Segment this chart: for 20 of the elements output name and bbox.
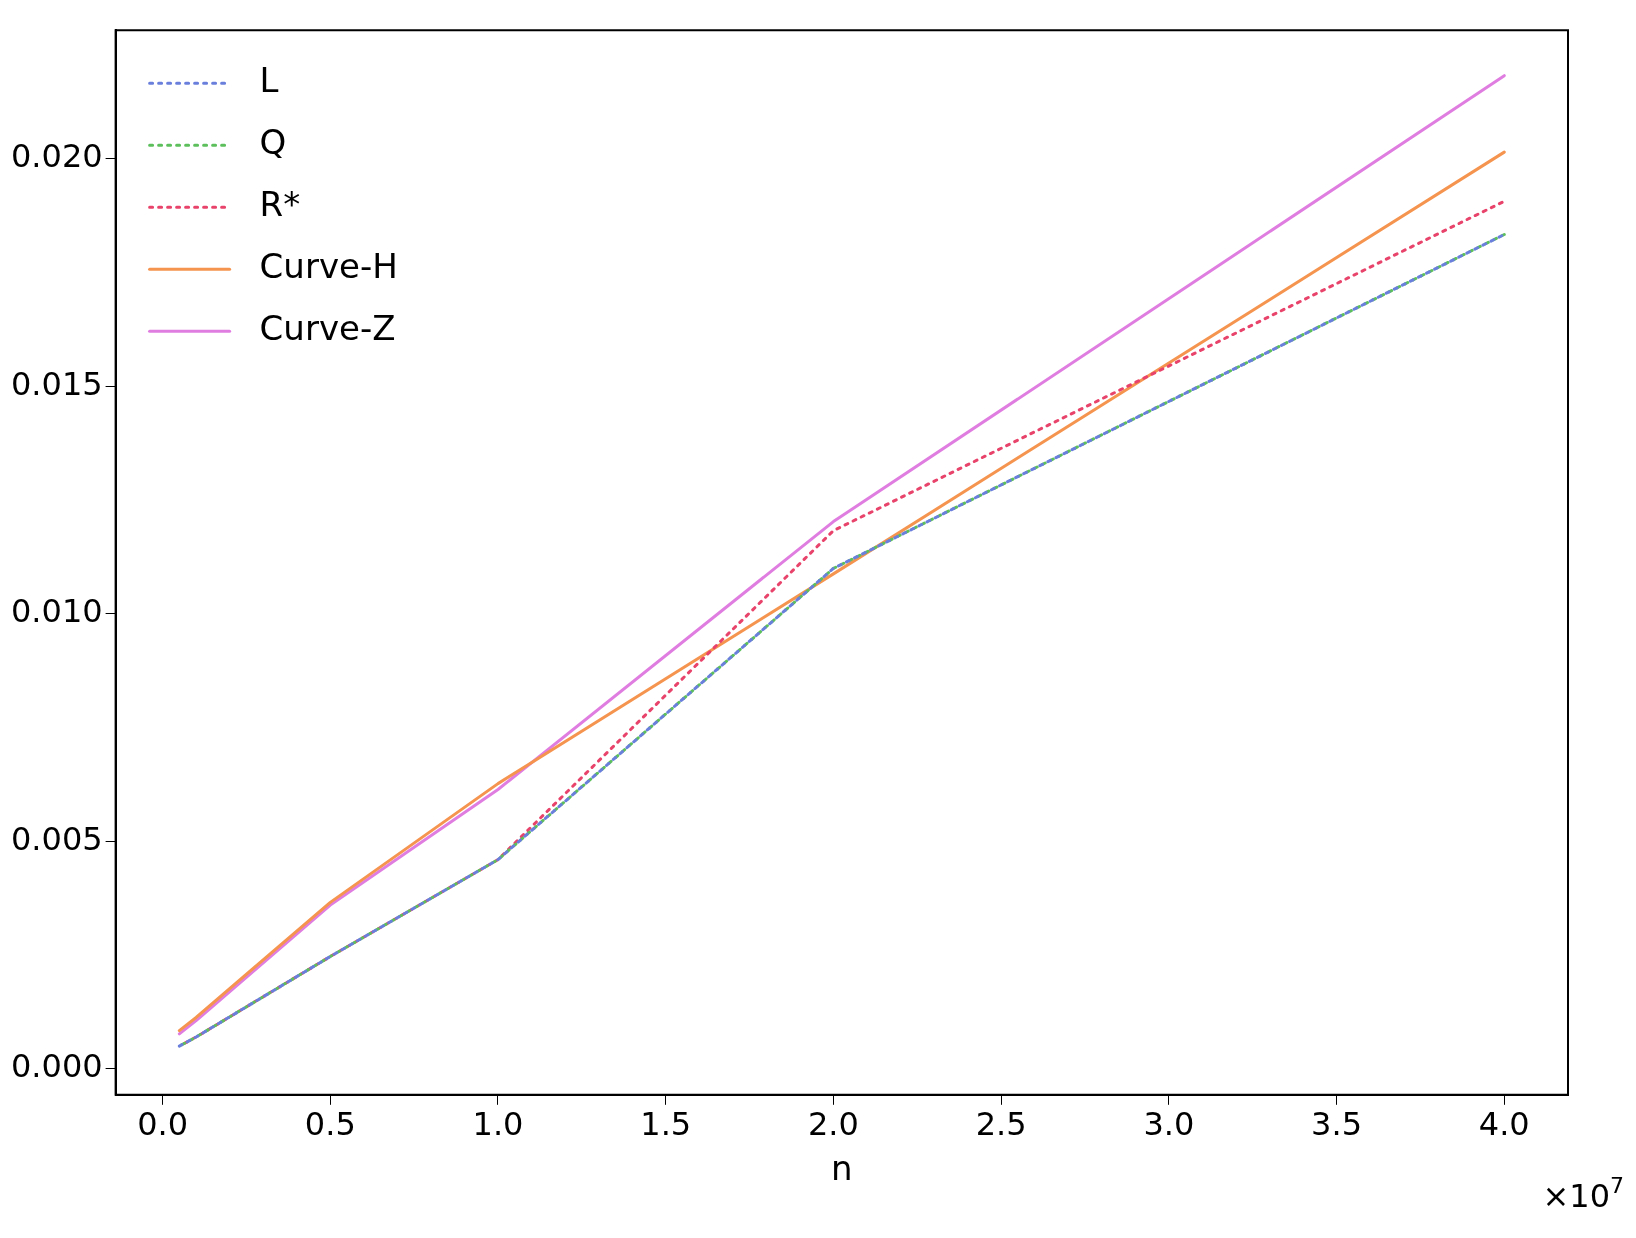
x-tick-label: 0.0 [137, 1105, 189, 1144]
y-tick-label: 0.010 [11, 592, 103, 631]
x-axis-title: n [831, 1148, 853, 1189]
y-tick-label: 0.020 [11, 137, 103, 176]
legend-label: Curve-Z [259, 308, 396, 349]
x-tick-label: 1.0 [472, 1105, 524, 1144]
legend-label: Q [259, 122, 287, 163]
legend-label: L [259, 60, 279, 101]
y-tick-label: 0.005 [11, 819, 103, 858]
y-tick-label: 0.000 [11, 1047, 103, 1086]
legend-label: Curve-H [259, 246, 398, 287]
x-tick-label: 1.5 [640, 1105, 692, 1144]
legend-label: R* [259, 184, 301, 225]
x-tick-label: 4.0 [1478, 1105, 1530, 1144]
y-tick-label: 0.015 [11, 364, 103, 403]
x-tick-label: 3.0 [1143, 1105, 1195, 1144]
x-tick-label: 0.5 [304, 1105, 356, 1144]
x-tick-label: 2.0 [807, 1105, 859, 1144]
x-tick-label: 3.5 [1311, 1105, 1362, 1144]
x-tick-label: 2.5 [975, 1105, 1027, 1144]
